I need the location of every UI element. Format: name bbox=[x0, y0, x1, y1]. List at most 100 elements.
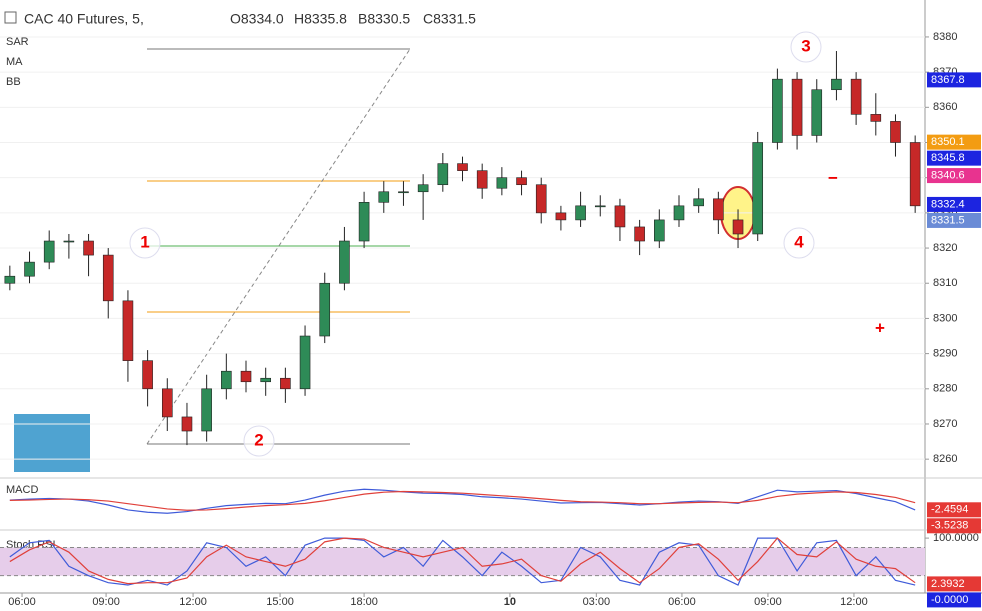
price-tag-label: 8331.5 bbox=[931, 214, 965, 226]
candle-body bbox=[398, 191, 409, 194]
candle-body bbox=[319, 282, 331, 337]
annotation: 2 bbox=[254, 430, 263, 449]
candle-body bbox=[201, 388, 212, 432]
annotation: − bbox=[828, 168, 838, 187]
candle-body bbox=[24, 261, 35, 277]
candle-body bbox=[280, 377, 291, 390]
band-fill bbox=[0, 547, 925, 576]
indicator-label[interactable]: MA bbox=[6, 56, 23, 68]
candle-body bbox=[713, 198, 724, 221]
price-tag bbox=[927, 592, 981, 608]
candle-body bbox=[850, 78, 862, 115]
price-tag bbox=[927, 502, 981, 518]
price-tag-label: -0.0000 bbox=[931, 594, 968, 606]
y-tick-label: 8380 bbox=[933, 31, 957, 43]
ohlc-label: O8334.0 bbox=[230, 11, 284, 27]
candle-body bbox=[142, 360, 153, 390]
x-tick-label: 09:00 bbox=[92, 596, 120, 608]
annotation-circle bbox=[790, 31, 822, 63]
candle-body bbox=[594, 205, 606, 208]
price-tag-label: -3.5238 bbox=[931, 520, 968, 532]
x-tick-label: 09:00 bbox=[754, 596, 782, 608]
candle-body bbox=[693, 198, 704, 207]
ohlc-label: B8330.5 bbox=[358, 11, 410, 27]
candle-body bbox=[476, 170, 488, 189]
candle-body bbox=[358, 202, 370, 242]
candle-body bbox=[63, 240, 75, 243]
price-tag-label: 8340.6 bbox=[931, 169, 965, 181]
candle-body bbox=[752, 142, 764, 235]
candle-body bbox=[791, 78, 803, 136]
candle-body bbox=[535, 184, 547, 214]
candle-body bbox=[417, 184, 429, 193]
candle-body bbox=[102, 254, 114, 302]
candle-body bbox=[496, 177, 508, 189]
candle-body bbox=[299, 335, 311, 390]
price-tag bbox=[927, 134, 981, 150]
candle-body bbox=[457, 163, 468, 171]
candle-body bbox=[634, 226, 645, 242]
annotation: 4 bbox=[794, 232, 804, 251]
candle-body bbox=[378, 191, 390, 203]
candle-body bbox=[4, 275, 16, 284]
price-tag-label: 8332.4 bbox=[931, 198, 965, 210]
price-tag-label: 8367.8 bbox=[931, 74, 965, 86]
candle-body bbox=[437, 163, 449, 186]
y-tick-label: 8320 bbox=[933, 242, 957, 254]
candle-body bbox=[614, 205, 626, 228]
indicator-line bbox=[9, 537, 916, 585]
annotation: 3 bbox=[801, 36, 810, 55]
pane-title: MACD bbox=[6, 484, 38, 496]
candle-body bbox=[732, 219, 744, 235]
price-tag bbox=[927, 72, 981, 88]
price-tag bbox=[927, 212, 981, 228]
symbol-icon bbox=[4, 11, 17, 24]
logo bbox=[14, 414, 90, 472]
indicator-line bbox=[9, 490, 916, 511]
annotation: 1 bbox=[140, 232, 149, 251]
price-tag bbox=[927, 150, 981, 166]
price-tag bbox=[927, 518, 981, 534]
candle-body bbox=[260, 377, 271, 383]
x-tick-label: 15:00 bbox=[266, 596, 294, 608]
annotation-circle bbox=[243, 425, 275, 457]
y-tick-label: 8290 bbox=[933, 348, 957, 360]
candle-body bbox=[221, 370, 232, 390]
candle-body bbox=[240, 370, 252, 383]
candle-body bbox=[43, 240, 55, 263]
annotation: + bbox=[875, 318, 885, 337]
y-tick-label: 100.0000 bbox=[933, 532, 979, 544]
candle-body bbox=[909, 142, 921, 207]
indicator-label[interactable]: BB bbox=[6, 76, 21, 88]
candle-body bbox=[673, 205, 685, 221]
candle-body bbox=[890, 121, 901, 143]
ohlc-label: H8335.8 bbox=[294, 11, 347, 27]
candle-body bbox=[831, 78, 842, 91]
y-tick-label: 8360 bbox=[933, 101, 957, 113]
indicator-label[interactable]: SAR bbox=[6, 36, 29, 48]
candle-body bbox=[772, 78, 783, 143]
candle-body bbox=[83, 240, 94, 256]
x-tick-label: 03:00 bbox=[583, 596, 611, 608]
candle-body bbox=[555, 212, 567, 221]
indicator-line bbox=[9, 488, 916, 514]
indicator-line bbox=[9, 537, 916, 586]
annotation-circle bbox=[783, 227, 815, 259]
y-tick-label: 8260 bbox=[933, 453, 957, 465]
candle-body bbox=[181, 416, 193, 432]
y-tick-label: 8310 bbox=[933, 277, 957, 289]
candle-body bbox=[161, 388, 173, 418]
candle-body bbox=[339, 240, 350, 284]
y-tick-label: 8270 bbox=[933, 418, 957, 430]
y-tick-label: 8300 bbox=[933, 312, 957, 324]
price-tag-label: 8350.1 bbox=[931, 136, 965, 148]
candle-body bbox=[870, 114, 882, 122]
y-tick-label: 8280 bbox=[933, 383, 957, 395]
candle-body bbox=[122, 300, 134, 361]
candle-body bbox=[654, 219, 665, 242]
x-tick-label: 12:00 bbox=[179, 596, 207, 608]
price-tag bbox=[927, 168, 981, 184]
price-tag-label: 8345.8 bbox=[931, 152, 965, 164]
